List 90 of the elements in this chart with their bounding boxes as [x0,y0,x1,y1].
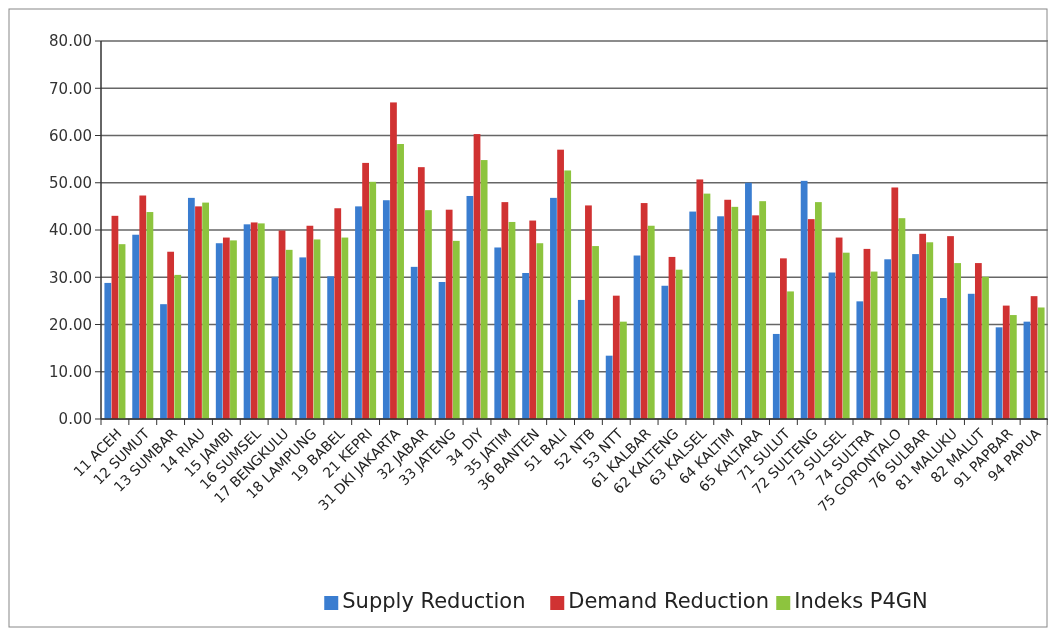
bar [480,160,488,419]
bar [522,273,529,419]
y-tick-label: 20.00 [49,315,92,334]
bar [452,240,460,419]
bar [230,240,237,419]
bar [780,258,787,419]
bar [912,254,919,419]
bar [814,202,822,419]
bar [202,202,209,419]
bar [752,215,759,419]
bar [341,237,349,419]
bar [257,223,265,419]
bar [1037,307,1045,419]
bar [1009,315,1017,419]
y-tick-label: 40.00 [49,221,92,240]
legend-label: Supply Reduction [342,589,526,614]
bar [529,220,537,419]
bar [397,144,404,419]
bar [536,243,544,419]
bar [382,200,390,419]
bar [800,180,808,419]
y-tick-label: 80.00 [49,32,92,51]
bar [772,333,780,419]
bar [585,205,592,419]
bar [745,182,752,419]
bar [647,225,655,419]
bar [731,206,739,419]
bar [334,208,342,419]
bar [967,293,975,419]
y-tick-label: 50.00 [49,174,92,192]
bar [215,243,223,419]
bar [167,251,175,419]
bar [250,222,258,419]
bar [557,149,564,419]
bar [369,181,377,419]
bar [612,295,620,419]
bar [807,219,815,419]
bar [222,237,230,419]
y-tick-label: 0.00 [58,410,92,429]
bar [891,187,899,419]
bar [1002,305,1010,419]
bar [787,291,794,419]
bar [926,242,934,419]
bar [362,162,369,419]
bar [132,234,140,419]
bar [947,236,954,419]
bar [940,298,947,419]
bar [355,206,362,419]
bar [661,285,669,419]
bar [390,102,397,419]
bar [104,282,112,419]
bar [974,263,982,419]
bar [174,274,182,419]
bar [696,179,704,419]
bar [299,257,307,419]
bar [425,210,432,419]
y-tick-label: 70.00 [49,79,92,98]
bar [620,321,627,419]
legend-label: Indeks P4GN [794,589,928,614]
bar [919,233,927,419]
bar [759,201,767,419]
bar [494,247,502,419]
bar [564,170,572,419]
bar [327,276,335,419]
bar [160,304,167,419]
bar [417,167,425,419]
bar [445,209,453,419]
bar [410,266,418,419]
legend-label: Demand Reduction [568,589,769,614]
bar [982,276,989,419]
bar [884,259,892,419]
bar [724,199,732,419]
bar [195,206,202,419]
bar [842,252,850,419]
bar [856,301,864,419]
bar [285,249,293,419]
bar [187,197,195,419]
bar [592,246,599,419]
bar [605,355,613,419]
bar [550,197,557,419]
bar [717,216,724,419]
bar [954,263,962,419]
bar [689,211,697,419]
bar [577,299,585,419]
bar [501,202,509,419]
y-tick-label: 30.00 [49,268,92,287]
bar [139,195,147,419]
y-tick-label: 60.00 [49,126,92,145]
bar [640,203,648,419]
y-tick-label: 10.00 [49,363,92,381]
